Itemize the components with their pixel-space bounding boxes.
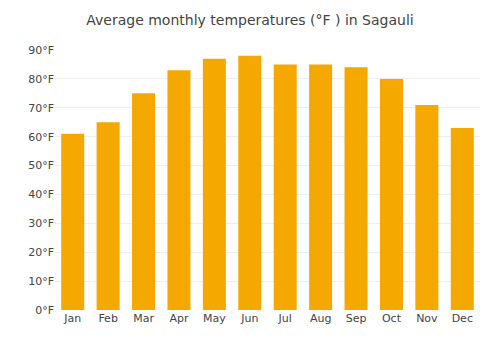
svg-text:Nov: Nov [416, 312, 438, 325]
svg-text:40°F: 40°F [28, 188, 54, 201]
svg-text:May: May [203, 312, 226, 325]
svg-text:Oct: Oct [382, 312, 402, 325]
svg-text:Aug: Aug [310, 312, 331, 325]
svg-text:Feb: Feb [98, 312, 117, 325]
svg-text:90°F: 90°F [28, 44, 54, 57]
svg-text:Jun: Jun [240, 312, 258, 325]
svg-text:30°F: 30°F [28, 217, 54, 230]
svg-text:Jul: Jul [278, 312, 292, 325]
svg-text:10°F: 10°F [28, 275, 54, 288]
svg-text:Jan: Jan [63, 312, 81, 325]
svg-text:Mar: Mar [133, 312, 154, 325]
svg-text:Average monthly temperatures (: Average monthly temperatures (°F ) in Sa… [86, 12, 413, 28]
svg-text:Dec: Dec [452, 312, 473, 325]
svg-text:Sep: Sep [346, 312, 367, 325]
svg-text:Apr: Apr [169, 312, 189, 325]
svg-text:70°F: 70°F [28, 102, 54, 115]
svg-text:20°F: 20°F [28, 246, 54, 259]
svg-text:60°F: 60°F [28, 131, 54, 144]
svg-text:80°F: 80°F [28, 73, 54, 86]
svg-text:0°F: 0°F [35, 304, 54, 317]
svg-text:50°F: 50°F [28, 159, 54, 172]
